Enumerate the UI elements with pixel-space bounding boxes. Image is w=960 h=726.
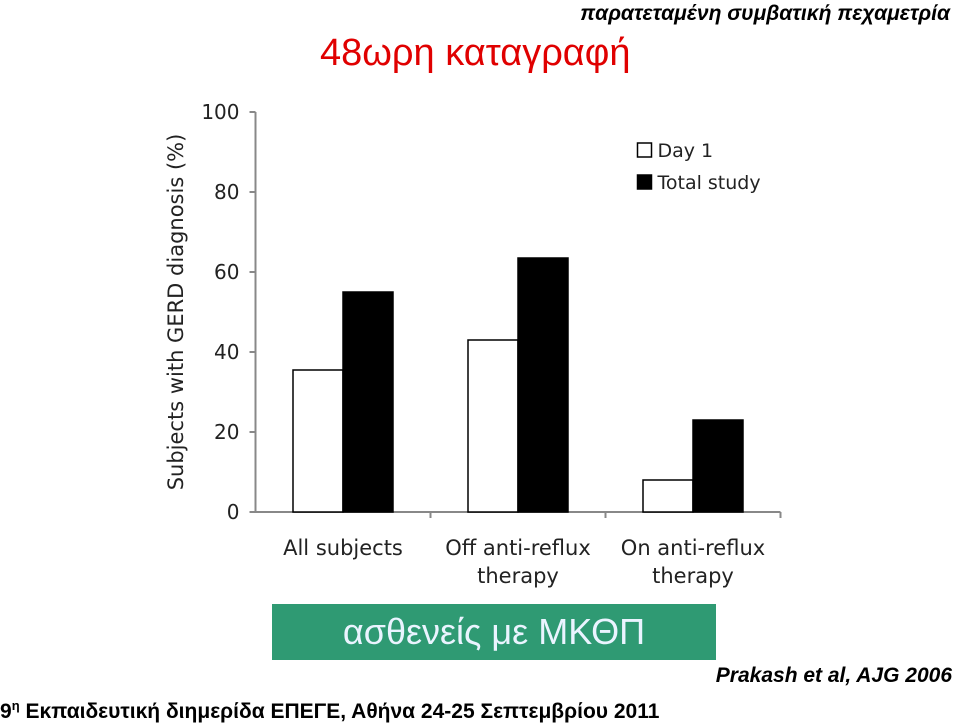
x-tick-label: All subjects xyxy=(283,536,403,560)
bar xyxy=(342,291,394,513)
slide-title: 48ωρη καταγραφή xyxy=(320,32,631,74)
y-tick-label: 0 xyxy=(227,500,240,524)
footer: 9η Εκπαιδευτική διημερίδα ΕΠΕΓΕ, Αθήνα 2… xyxy=(0,698,659,724)
legend-swatch xyxy=(636,174,653,190)
footer-number: 9 xyxy=(0,700,12,723)
x-tick-label: On anti-reflux therapy xyxy=(620,536,766,588)
banner: ασθενείς με ΜΚΘΠ xyxy=(272,604,716,660)
y-tick-label: 80 xyxy=(214,180,239,204)
footer-superscript: η xyxy=(11,698,20,713)
footer-text: Εκπαιδευτική διημερίδα ΕΠΕΓΕ, Αθήνα 24-2… xyxy=(25,700,660,723)
bar xyxy=(467,339,519,513)
bar xyxy=(692,419,744,513)
bar xyxy=(292,369,344,513)
y-tick-label: 20 xyxy=(214,420,239,444)
citation: Prakash et al, AJG 2006 xyxy=(715,664,952,687)
legend-label: Day 1 xyxy=(658,140,714,162)
y-tick-label: 100 xyxy=(201,100,239,124)
legend-label: Total study xyxy=(657,172,761,194)
y-axis-label: Subjects with GERD diagnosis (%) xyxy=(164,134,188,491)
bar xyxy=(642,479,694,513)
legend-swatch xyxy=(636,142,653,158)
y-tick-label: 40 xyxy=(214,340,239,364)
subtitle: παρατεταμένη συμβατική πεχαμετρία xyxy=(580,2,950,25)
y-tick-label: 60 xyxy=(214,260,239,284)
x-tick-label: Off anti-reflux therapy xyxy=(445,536,591,588)
bar xyxy=(517,257,569,513)
